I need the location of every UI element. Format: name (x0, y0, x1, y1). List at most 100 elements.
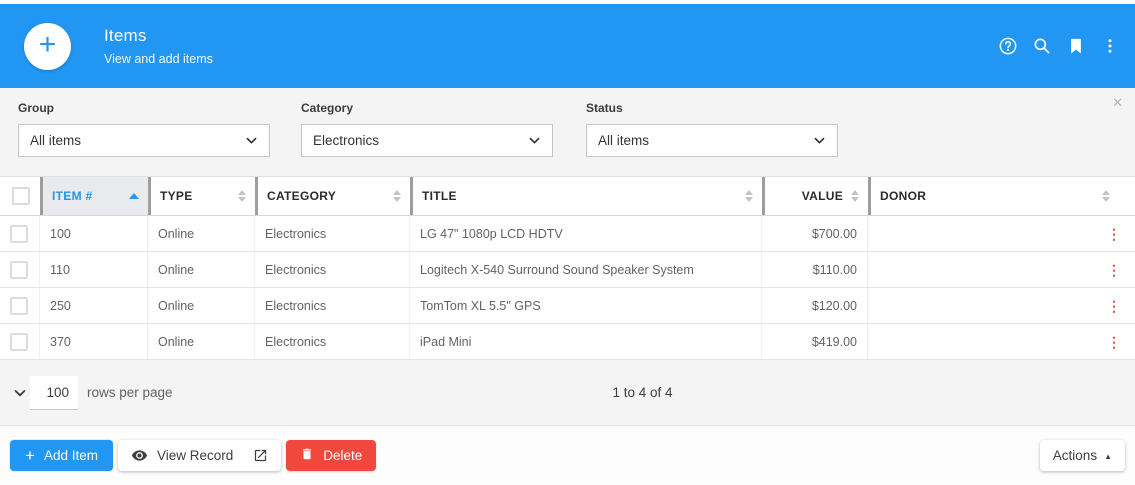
table-header-row: ITEM # TYPE CATEGORY TITLE VALU (0, 176, 1135, 216)
column-header-item-number[interactable]: ITEM # (40, 177, 148, 215)
cell-title: iPad Mini (410, 324, 762, 359)
page-subtitle: View and add items (104, 52, 213, 66)
items-table: ITEM # TYPE CATEGORY TITLE VALU (0, 176, 1135, 360)
chevron-down-icon (812, 133, 827, 148)
group-filter-select[interactable]: All items (18, 124, 270, 157)
row-menu-icon[interactable]: ⋮ (1107, 297, 1121, 314)
row-menu-icon[interactable]: ⋮ (1107, 261, 1121, 278)
category-filter-label: Category (301, 101, 354, 115)
actions-button[interactable]: Actions ▲ (1039, 440, 1125, 471)
plus-icon: + (38, 27, 57, 61)
row-checkbox-cell (0, 252, 40, 287)
row-checkbox[interactable] (10, 260, 28, 279)
chevron-down-icon (527, 133, 542, 148)
row-checkbox-cell (0, 288, 40, 323)
eye-icon (131, 447, 148, 464)
app-header: + Items View and add items (0, 4, 1135, 88)
filter-group-group: Group All items (18, 101, 270, 176)
rows-per-page-value: 100 (46, 384, 69, 400)
pagination-bar: 100 rows per page 1 to 4 of 4 (0, 360, 1135, 425)
cell-donor: ⋮ (868, 216, 1135, 251)
column-header-donor[interactable]: DONOR (868, 177, 1135, 215)
column-header-value[interactable]: VALUE (762, 177, 868, 215)
search-icon[interactable] (1031, 35, 1053, 57)
row-checkbox[interactable] (10, 296, 28, 315)
add-item-button[interactable]: + Add Item (10, 440, 113, 471)
caret-up-icon: ▲ (1104, 451, 1112, 461)
sort-ascending-icon (129, 193, 139, 199)
row-menu-icon[interactable]: ⋮ (1107, 225, 1121, 242)
chevron-down-icon (244, 133, 259, 148)
pagination-range: 1 to 4 of 4 (612, 385, 673, 400)
appbar-actions (997, 35, 1121, 57)
cell-type: Online (148, 288, 255, 323)
rows-per-page-chevron-icon[interactable] (12, 385, 28, 401)
cell-item-number: 100 (40, 216, 148, 251)
cell-category: Electronics (255, 324, 410, 359)
top-strip (0, 0, 1135, 4)
filter-group-category: Category Electronics (301, 101, 553, 176)
cell-category: Electronics (255, 288, 410, 323)
cell-category: Electronics (255, 216, 410, 251)
cell-value: $110.00 (762, 252, 868, 287)
row-checkbox[interactable] (10, 332, 28, 351)
cell-value: $700.00 (762, 216, 868, 251)
filter-panel: Group All items Category Electronics Sta… (0, 88, 1135, 176)
cell-category: Electronics (255, 252, 410, 287)
group-filter-value: All items (30, 133, 82, 148)
table-row[interactable]: 370 Online Electronics iPad Mini $419.00… (0, 324, 1135, 360)
help-icon[interactable] (997, 35, 1019, 57)
sort-icon (1102, 190, 1110, 202)
table-row[interactable]: 100 Online Electronics LG 47" 1080p LCD … (0, 216, 1135, 252)
overflow-menu-icon[interactable] (1099, 35, 1121, 57)
column-header-category[interactable]: CATEGORY (255, 177, 410, 215)
row-checkbox-cell (0, 324, 40, 359)
category-filter-value: Electronics (313, 133, 380, 148)
cell-title: TomTom XL 5.5" GPS (410, 288, 762, 323)
table-row[interactable]: 250 Online Electronics TomTom XL 5.5" GP… (0, 288, 1135, 324)
column-header-type[interactable]: TYPE (148, 177, 255, 215)
page-title: Items (104, 26, 147, 45)
cell-donor: ⋮ (868, 252, 1135, 287)
sort-icon (745, 190, 753, 202)
column-header-title[interactable]: TITLE (410, 177, 762, 215)
open-in-new-icon (253, 448, 268, 463)
cell-type: Online (148, 252, 255, 287)
status-filter-value: All items (598, 133, 650, 148)
plus-icon: + (25, 445, 35, 465)
cell-donor: ⋮ (868, 288, 1135, 323)
cell-donor: ⋮ (868, 324, 1135, 359)
category-filter-select[interactable]: Electronics (301, 124, 553, 157)
row-checkbox[interactable] (10, 224, 28, 243)
header-titles: Items View and add items (104, 26, 213, 66)
table-body: 100 Online Electronics LG 47" 1080p LCD … (0, 216, 1135, 360)
close-filters-icon[interactable]: ✕ (1112, 95, 1123, 110)
cell-type: Online (148, 324, 255, 359)
row-checkbox-cell (0, 216, 40, 251)
add-item-fab[interactable]: + (24, 22, 71, 70)
cell-type: Online (148, 216, 255, 251)
cell-item-number: 370 (40, 324, 148, 359)
filter-group-status: Status All items (586, 101, 838, 176)
table-row[interactable]: 110 Online Electronics Logitech X-540 Su… (0, 252, 1135, 288)
cell-value: $120.00 (762, 288, 868, 323)
status-filter-select[interactable]: All items (586, 124, 838, 157)
row-menu-icon[interactable]: ⋮ (1107, 333, 1121, 350)
select-all-cell (0, 177, 40, 215)
cell-title: Logitech X-540 Surround Sound Speaker Sy… (410, 252, 762, 287)
cell-item-number: 250 (40, 288, 148, 323)
delete-button[interactable]: Delete (286, 440, 377, 471)
sort-icon (238, 190, 246, 202)
cell-item-number: 110 (40, 252, 148, 287)
cell-value: $419.00 (762, 324, 868, 359)
group-filter-label: Group (18, 101, 54, 115)
trash-icon (300, 447, 314, 464)
select-all-checkbox[interactable] (12, 187, 30, 205)
view-record-button[interactable]: View Record (117, 440, 282, 471)
rows-per-page-label: rows per page (87, 385, 173, 400)
rows-per-page-input[interactable]: 100 (30, 375, 78, 410)
bookmark-icon[interactable] (1065, 35, 1087, 57)
action-toolbar: + Add Item View Record Delete Actions ▲ (0, 425, 1135, 485)
sort-icon (851, 190, 859, 202)
